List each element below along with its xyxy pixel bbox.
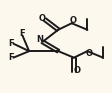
Text: O: O <box>39 14 45 23</box>
Text: F: F <box>20 29 25 38</box>
Text: O: O <box>86 49 93 58</box>
Text: O: O <box>70 16 77 25</box>
Text: N: N <box>36 35 43 44</box>
Text: F: F <box>8 39 14 48</box>
Text: F: F <box>8 53 14 62</box>
Text: O: O <box>74 66 81 75</box>
